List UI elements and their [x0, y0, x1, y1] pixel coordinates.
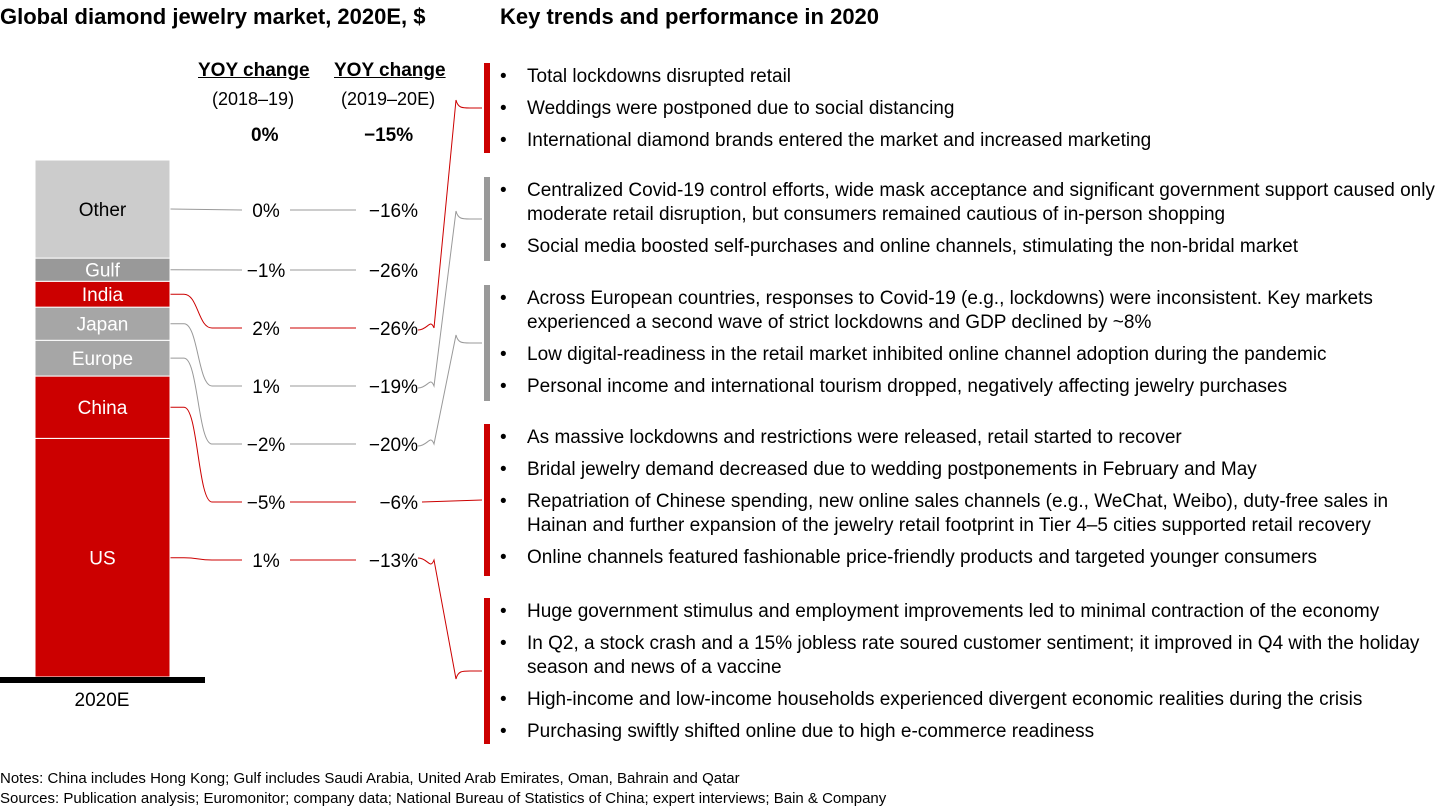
yoy-2019-20-us: −13% [369, 551, 418, 572]
bar-segment-us [34, 437, 171, 678]
trend-panel-europe: Across European countries, responses to … [484, 285, 1434, 401]
yoy-2018-19-other: 0% [252, 201, 280, 222]
bar-segment-japan [34, 306, 171, 341]
yoy-2018-19-japan: 1% [252, 377, 280, 398]
yoy-2018-19-europe: −2% [247, 435, 286, 456]
trend-bullet: Across European countries, responses to … [500, 287, 1440, 335]
connector-panel-japan [417, 210, 482, 389]
trend-bullet: Centralized Covid-19 control efforts, wi… [500, 179, 1440, 227]
connector-bar-japan [170, 323, 242, 387]
col2-heading: YOY change [334, 60, 446, 81]
trend-bullet: International diamond brands entered the… [500, 129, 1440, 153]
trend-panel-us: Huge government stimulus and employment … [484, 598, 1434, 744]
trend-panel-accent-bar [484, 63, 490, 153]
segment-label-gulf: Gulf [85, 261, 121, 282]
trend-panel-china: As massive lockdowns and restrictions we… [484, 424, 1434, 576]
segment-label-china: China [78, 398, 128, 419]
trend-bullet: Social media boosted self-purchases and … [500, 235, 1440, 259]
trend-bullet: Repatriation of Chinese spending, new on… [500, 490, 1440, 538]
trend-bullet: High-income and low-income households ex… [500, 688, 1440, 712]
trend-bullet: Purchasing swiftly shifted online due to… [500, 720, 1440, 744]
connector-panel-india [417, 99, 482, 331]
trend-bullet: As massive lockdowns and restrictions we… [500, 426, 1440, 450]
col2-total: −15% [364, 125, 414, 146]
trends-title: Key trends and performance in 2020 [500, 4, 880, 29]
trend-panel-accent-bar [484, 598, 490, 744]
connector-panel-us [417, 557, 482, 680]
trend-panel-india: Total lockdowns disrupted retailWeddings… [484, 63, 1434, 153]
connector-bar-other [169, 208, 243, 211]
segment-label-us: US [89, 549, 115, 570]
trend-panel-accent-bar [484, 177, 490, 261]
trend-bullet-list: Across European countries, responses to … [500, 287, 1440, 407]
trend-bullet-list: Total lockdowns disrupted retail Weddings… [500, 65, 1440, 161]
segment-label-europe: Europe [72, 349, 133, 370]
connector-bar-india [170, 293, 242, 329]
segment-label-india: India [82, 285, 124, 306]
bar-segment-other [34, 159, 171, 259]
segment-label-japan: Japan [77, 315, 129, 336]
yoy-2018-19-gulf: −1% [247, 261, 286, 282]
yoy-2018-19-china: −5% [247, 493, 286, 514]
segment-label-other: Other [79, 200, 127, 221]
trend-bullet-list: Huge government stimulus and employment … [500, 600, 1440, 752]
yoy-2019-20-europe: −20% [369, 435, 418, 456]
col1-period: (2018–19) [212, 89, 295, 109]
trend-bullet: Low digital-readiness in the retail mark… [500, 343, 1440, 367]
trend-bullet: Total lockdowns disrupted retail [500, 65, 1440, 89]
chart-title: Global diamond jewelry market, 2020E, $ [0, 4, 426, 29]
trend-panel-accent-bar [484, 285, 490, 401]
connector-panel-china [421, 499, 483, 503]
yoy-2018-19-us: 1% [252, 551, 280, 572]
trend-bullet: Personal income and international touris… [500, 375, 1440, 399]
yoy-2019-20-gulf: −26% [369, 261, 418, 282]
trend-bullet: Online channels featured fashionable pri… [500, 546, 1440, 570]
yoy-2019-20-india: −26% [369, 319, 418, 340]
sources: Sources: Publication analysis; Euromonit… [0, 790, 887, 807]
trend-bullet: Bridal jewelry demand decreased due to w… [500, 458, 1440, 482]
category-label: 2020E [75, 690, 130, 711]
notes: Notes: China includes Hong Kong; Gulf in… [0, 770, 740, 787]
trend-bullet-list: As massive lockdowns and restrictions we… [500, 426, 1440, 578]
bar-segment-india [34, 280, 171, 308]
connector-bar-china [170, 406, 242, 503]
baseline [0, 677, 205, 683]
connector-panel-europe [417, 334, 482, 447]
connector-bar-europe [170, 357, 242, 445]
trend-bullet: In Q2, a stock crash and a 15% jobless r… [500, 632, 1440, 680]
col2-period: (2019–20E) [341, 89, 436, 109]
col1-total: 0% [251, 125, 279, 146]
trend-bullet: Weddings were postponed due to social di… [500, 97, 1440, 121]
yoy-2019-20-japan: −19% [369, 377, 418, 398]
trend-panel-accent-bar [484, 424, 490, 576]
bar-segment-china [34, 375, 171, 439]
connector-bar-us [170, 557, 242, 561]
trend-panel-japan: Centralized Covid-19 control efforts, wi… [484, 177, 1435, 261]
yoy-2019-20-other: −16% [369, 201, 418, 222]
yoy-2019-20-china: −6% [379, 493, 418, 514]
col1-heading: YOY change [198, 60, 310, 81]
stacked-bar-chart: US China Europe Japan India Gulf Other 1% −13% −… [0, 99, 483, 711]
trend-bullet: Huge government stimulus and employment … [500, 600, 1440, 624]
trend-bullet-list: Centralized Covid-19 control efforts, wi… [500, 179, 1440, 267]
bar-segment-europe [34, 339, 171, 377]
yoy-2018-19-india: 2% [252, 319, 280, 340]
